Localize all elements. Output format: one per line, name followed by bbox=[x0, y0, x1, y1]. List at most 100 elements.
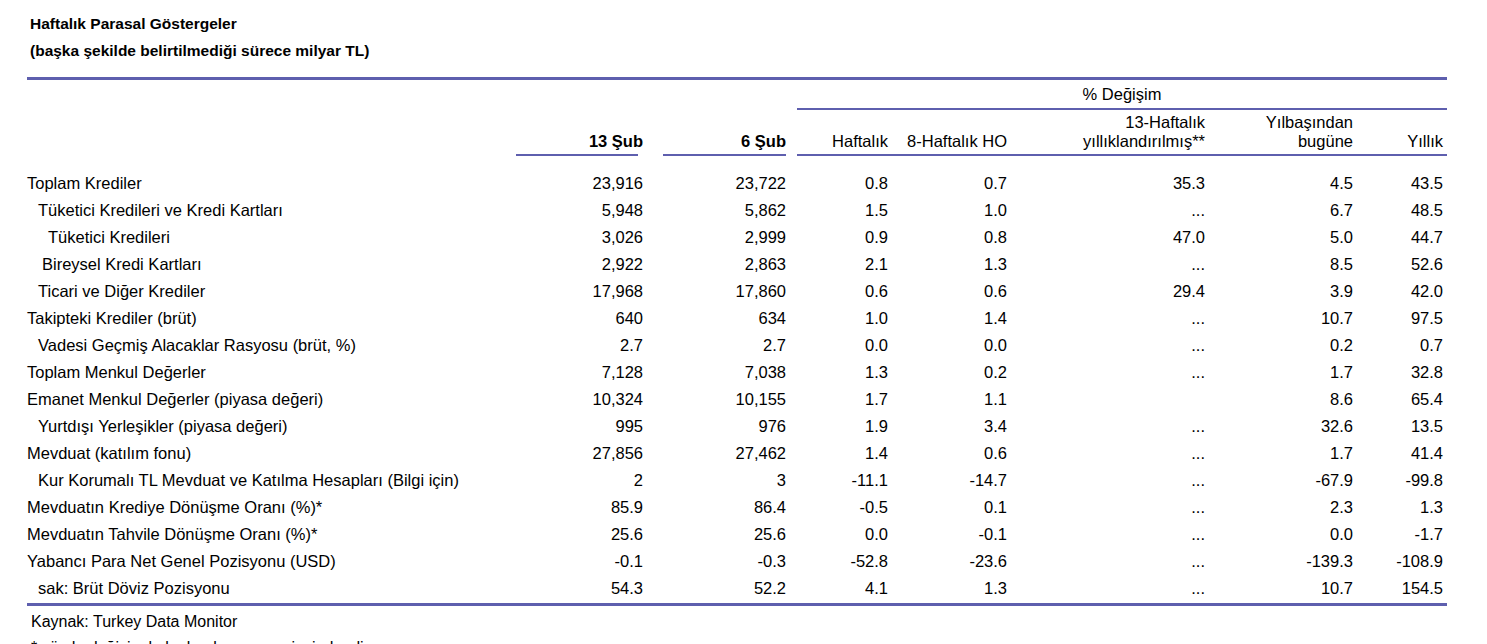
row-label: Vadesi Geçmiş Alacaklar Rasyosu (brüt, %… bbox=[27, 336, 427, 355]
col-header-13-haftalik-yilliklandirilmis: 13-Haftalık yıllıklandırılmış** bbox=[1007, 113, 1205, 151]
cell-value: 2.3 bbox=[1205, 498, 1353, 517]
cell-value: ... bbox=[1007, 336, 1205, 355]
cell-value: 25.6 bbox=[427, 525, 643, 544]
row-label: Emanet Menkul Değerler (piyasa değeri) bbox=[27, 390, 427, 409]
col-header-label: Haftalık bbox=[786, 132, 888, 151]
cell-value: -99.8 bbox=[1353, 471, 1447, 490]
cell-value: 0.0 bbox=[786, 525, 888, 544]
cell-value: 2,863 bbox=[643, 255, 786, 274]
cell-value: 3 bbox=[643, 471, 786, 490]
cell-value: 10,155 bbox=[643, 390, 786, 409]
cell-value: 23,916 bbox=[427, 174, 643, 193]
col-header-13-sub: 13 Şub bbox=[427, 132, 643, 151]
cell-value: 2,999 bbox=[643, 228, 786, 247]
cell-value: 1.9 bbox=[786, 417, 888, 436]
cell-value: ... bbox=[1007, 444, 1205, 463]
col-header-label-line1: 13-Haftalık bbox=[1007, 113, 1205, 132]
col-header-label: Yıllık bbox=[1353, 132, 1443, 151]
cell-value: -52.8 bbox=[786, 552, 888, 571]
cell-value: -1.7 bbox=[1353, 525, 1447, 544]
cell-value: ... bbox=[1007, 363, 1205, 382]
cell-value: 52.2 bbox=[643, 579, 786, 598]
row-label: Yurtdışı Yerleşikler (piyasa değeri) bbox=[27, 417, 427, 436]
table-row: Toplam Krediler23,91623,7220.80.735.34.5… bbox=[27, 170, 1447, 197]
cell-value: 32.6 bbox=[1205, 417, 1353, 436]
cell-value: -67.9 bbox=[1205, 471, 1353, 490]
cell-value: 3.4 bbox=[888, 417, 1007, 436]
cell-value: 0.0 bbox=[1205, 525, 1353, 544]
cell-value: 0.6 bbox=[888, 282, 1007, 301]
footnote-line: * yüzde değişim kolonları baz puan cinsi… bbox=[31, 638, 1487, 644]
row-label: Mevduatın Tahvile Dönüşme Oranı (%)* bbox=[27, 525, 427, 544]
cell-value: 2.1 bbox=[786, 255, 888, 274]
table-row: Mevduat (katılım fonu)27,85627,4621.40.6… bbox=[27, 440, 1447, 467]
cell-value: 0.9 bbox=[786, 228, 888, 247]
cell-value: 1.3 bbox=[888, 255, 1007, 274]
cell-value: 634 bbox=[643, 309, 786, 328]
row-label: Ticari ve Diğer Krediler bbox=[27, 282, 427, 301]
cell-value: 0.6 bbox=[786, 282, 888, 301]
table-row: Yabancı Para Net Genel Pozisyonu (USD)-0… bbox=[27, 548, 1447, 575]
row-label: Mevduatın Krediye Dönüşme Oranı (%)* bbox=[27, 498, 427, 517]
source-line: Kaynak: Turkey Data Monitor bbox=[31, 612, 1487, 631]
cell-value: 0.7 bbox=[1353, 336, 1447, 355]
table-row: Vadesi Geçmiş Alacaklar Rasyosu (brüt, %… bbox=[27, 332, 1447, 359]
cell-value: 1.1 bbox=[888, 390, 1007, 409]
cell-value: 52.6 bbox=[1353, 255, 1447, 274]
cell-value: -108.9 bbox=[1353, 552, 1447, 571]
table-row: Kur Korumalı TL Mevduat ve Katılma Hesap… bbox=[27, 467, 1447, 494]
cell-value: -23.6 bbox=[888, 552, 1007, 571]
cell-value: 48.5 bbox=[1353, 201, 1447, 220]
cell-value: 995 bbox=[427, 417, 643, 436]
report-subtitle: (başka şekilde belirtilmediği sürece mil… bbox=[30, 42, 1487, 60]
cell-value: 35.3 bbox=[1007, 174, 1205, 193]
cell-value: 1.0 bbox=[888, 201, 1007, 220]
cell-value: 1.0 bbox=[786, 309, 888, 328]
cell-value: -0.3 bbox=[643, 552, 786, 571]
cell-value: ... bbox=[1007, 255, 1205, 274]
cell-value: 27,856 bbox=[427, 444, 643, 463]
cell-value: ... bbox=[1007, 552, 1205, 571]
cell-value: 6.7 bbox=[1205, 201, 1353, 220]
row-label: sak: Brüt Döviz Pozisyonu bbox=[27, 579, 427, 598]
cell-value: 0.2 bbox=[1205, 336, 1353, 355]
pct-change-spanner-header: % Değişim bbox=[797, 80, 1447, 110]
col-header-yilbasindan-bugune: Yılbaşından bugüne bbox=[1205, 113, 1353, 151]
rows-container: Toplam Krediler23,91623,7220.80.735.34.5… bbox=[27, 170, 1447, 602]
col-header-label-line2: bugüne bbox=[1205, 132, 1353, 151]
cell-value: 86.4 bbox=[643, 498, 786, 517]
cell-value: 13.5 bbox=[1353, 417, 1447, 436]
header-underlines bbox=[27, 154, 1447, 156]
cell-value: 1.3 bbox=[888, 579, 1007, 598]
cell-value: 1.4 bbox=[888, 309, 1007, 328]
table-row: Yurtdışı Yerleşikler (piyasa değeri)9959… bbox=[27, 413, 1447, 440]
cell-value: 65.4 bbox=[1353, 390, 1447, 409]
table-row: sak: Brüt Döviz Pozisyonu54.352.24.11.3.… bbox=[27, 575, 1447, 602]
cell-value: 0.6 bbox=[888, 444, 1007, 463]
cell-value: 0.2 bbox=[888, 363, 1007, 382]
cell-value: ... bbox=[1007, 471, 1205, 490]
cell-value: 47.0 bbox=[1007, 228, 1205, 247]
cell-value: 3.9 bbox=[1205, 282, 1353, 301]
cell-value: -0.1 bbox=[427, 552, 643, 571]
bottom-divider bbox=[27, 603, 1447, 606]
cell-value: ... bbox=[1007, 201, 1205, 220]
table-row: Tüketici Kredileri ve Kredi Kartları5,94… bbox=[27, 197, 1447, 224]
cell-value: 2.7 bbox=[427, 336, 643, 355]
table-row: Emanet Menkul Değerler (piyasa değeri) 10… bbox=[27, 386, 1447, 413]
cell-value: 0.0 bbox=[786, 336, 888, 355]
row-label: Tüketici Kredileri bbox=[27, 228, 427, 247]
cell-value: 1.4 bbox=[786, 444, 888, 463]
cell-value: -139.3 bbox=[1205, 552, 1353, 571]
table-row: Mevduatın Tahvile Dönüşme Oranı (%)*25.6… bbox=[27, 521, 1447, 548]
cell-value: ... bbox=[1007, 417, 1205, 436]
col-header-8-haftalik-ho: 8-Haftalık HO bbox=[888, 132, 1007, 151]
row-label: Bireysel Kredi Kartları bbox=[27, 255, 427, 274]
cell-value: 29.4 bbox=[1007, 282, 1205, 301]
cell-value: 0.8 bbox=[786, 174, 888, 193]
col-header-label: 6 Şub bbox=[643, 132, 786, 151]
cell-value: 7,128 bbox=[427, 363, 643, 382]
cell-value: 25.6 bbox=[643, 525, 786, 544]
cell-value: 43.5 bbox=[1353, 174, 1447, 193]
cell-value: 1.3 bbox=[1353, 498, 1447, 517]
